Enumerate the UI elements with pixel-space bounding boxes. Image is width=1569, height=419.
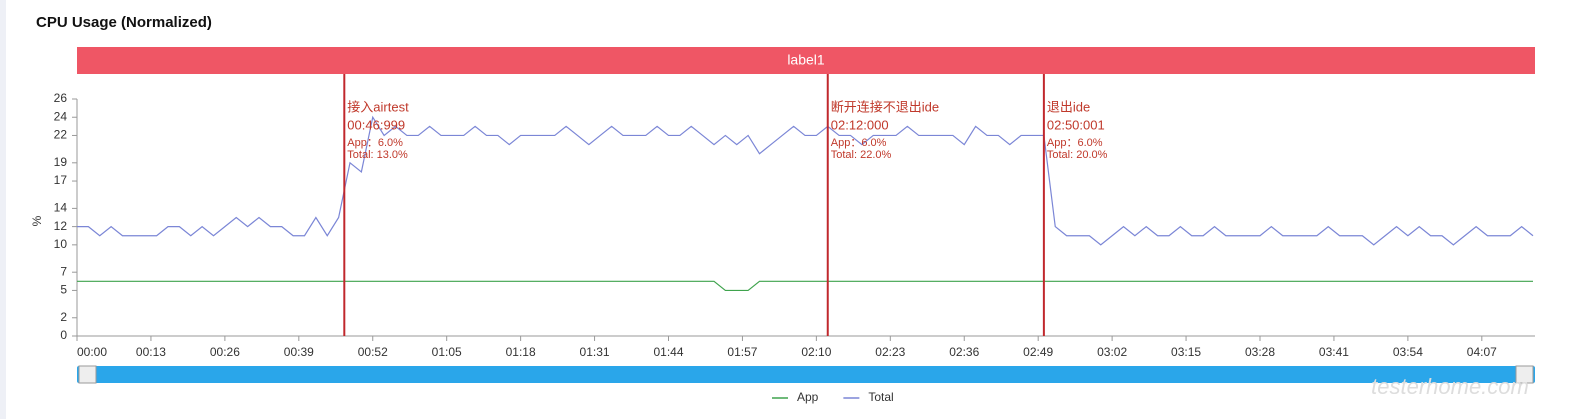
y-tick-label: 24	[54, 109, 68, 123]
annotation-total: Total: 22.0%	[831, 149, 892, 161]
x-tick-label: 00:26	[210, 345, 240, 359]
chart-title: CPU Usage (Normalized)	[36, 14, 212, 31]
annotation-total: Total: 13.0%	[347, 149, 408, 161]
x-tick-label: 03:41	[1319, 345, 1349, 359]
legend-label: Total	[868, 390, 893, 404]
series-line	[77, 280, 1533, 292]
y-tick-label: 17	[54, 173, 68, 187]
x-tick-label: 00:39	[284, 345, 314, 359]
annotation-app: App：6.0%	[831, 137, 887, 149]
legend-label: App	[797, 390, 819, 404]
slider-handle-right[interactable]	[1515, 365, 1534, 384]
y-tick-label: 14	[54, 201, 68, 215]
annotation-total: Total: 20.0%	[1047, 149, 1108, 161]
x-tick-label: 01:05	[432, 345, 462, 359]
y-axis-label: %	[30, 215, 44, 226]
y-tick-label: 12	[54, 219, 68, 233]
annotation-time: 02:50:001	[1047, 117, 1105, 132]
zoom-slider[interactable]	[77, 366, 1535, 383]
series-line	[77, 115, 1534, 246]
y-tick-label: 7	[60, 264, 67, 278]
annotation-time: 02:12:000	[831, 117, 889, 132]
x-tick-label: 02:49	[1023, 345, 1053, 359]
slider-handle-left[interactable]	[78, 365, 97, 384]
y-tick-label: 2	[60, 310, 67, 324]
x-tick-label: 02:23	[875, 345, 905, 359]
annotation-name: 断开连接不退出ide	[831, 99, 939, 114]
label-band	[77, 47, 1535, 74]
x-tick-label: 02:10	[801, 345, 831, 359]
x-tick-label: 01:18	[506, 345, 536, 359]
x-tick-label: 00:13	[136, 345, 166, 359]
annotation-time: 00:46:999	[347, 117, 405, 132]
x-tick-label: 04:07	[1467, 345, 1497, 359]
x-tick-label: 02:36	[949, 345, 979, 359]
x-tick-label: 01:57	[727, 345, 757, 359]
y-tick-label: 22	[54, 128, 68, 142]
y-tick-label: 0	[60, 328, 67, 342]
x-tick-label: 03:54	[1393, 345, 1423, 359]
left-border	[0, 0, 6, 419]
x-tick-label: 01:44	[653, 345, 683, 359]
annotation-name: 接入airtest	[347, 99, 409, 114]
x-tick-label: 00:00	[77, 345, 107, 359]
annotation-name: 退出ide	[1047, 99, 1090, 114]
annotation-app: App：6.0%	[347, 137, 403, 149]
y-tick-label: 10	[54, 237, 68, 251]
y-tick-label: 5	[60, 283, 67, 297]
x-tick-label: 03:28	[1245, 345, 1275, 359]
x-tick-label: 00:52	[358, 345, 388, 359]
annotation-app: App：6.0%	[1047, 137, 1103, 149]
y-tick-label: 19	[54, 155, 68, 169]
watermark: testerhome.com	[1371, 374, 1529, 399]
band-label: label1	[787, 52, 825, 68]
y-tick-label: 26	[54, 91, 68, 105]
x-tick-label: 03:02	[1097, 345, 1127, 359]
x-tick-label: 03:15	[1171, 345, 1201, 359]
x-tick-label: 01:31	[580, 345, 610, 359]
